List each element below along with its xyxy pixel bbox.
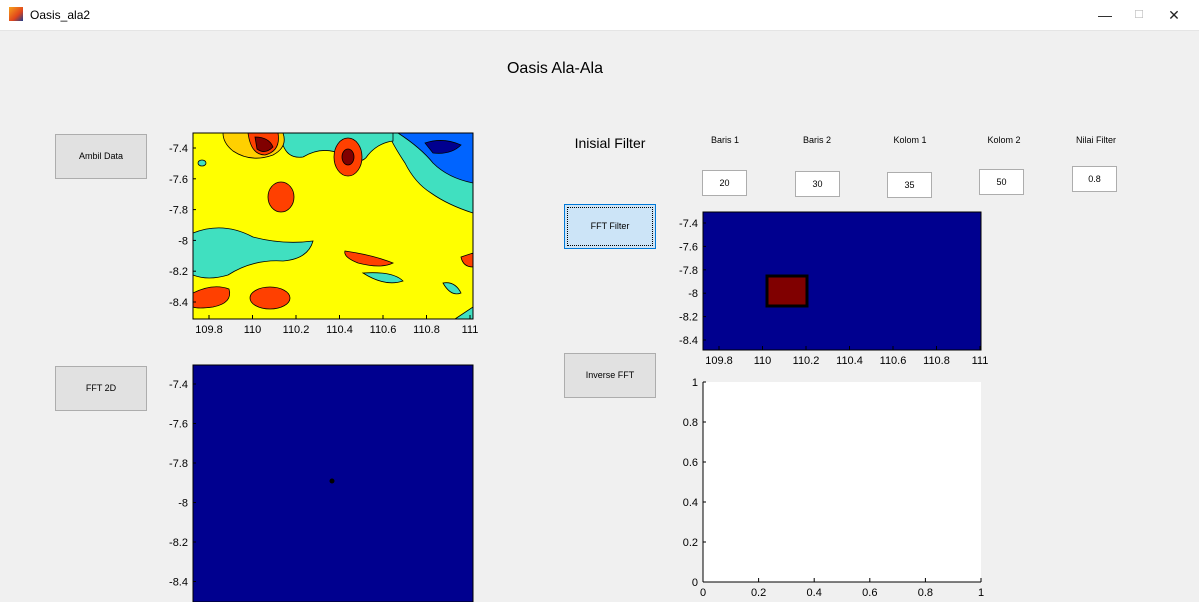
fft-filter-image	[702, 211, 982, 351]
kolom-2-input[interactable]	[979, 169, 1024, 195]
baris-1-input[interactable]	[702, 170, 747, 196]
kolom-1-label: Kolom 1	[893, 135, 927, 145]
fft2d-image	[192, 364, 474, 602]
y-tick-label: -7.6	[169, 174, 188, 186]
contour-region-cyan-band	[192, 227, 314, 279]
x-tick-label: 0.4	[807, 587, 822, 599]
x-tick-label: 110.2	[283, 324, 310, 336]
contour-region-orange-bottom	[249, 286, 291, 310]
maximize-button[interactable]: ☐	[1134, 9, 1144, 21]
y-tick-label: -8.4	[169, 577, 188, 589]
window-titlebar: Oasis_ala2 — ☐ ✕	[0, 0, 1199, 31]
matlab-logo-icon	[9, 7, 23, 21]
contour-region-orange-low	[344, 250, 394, 267]
x-tick-label: 0.6	[862, 587, 877, 599]
x-tick-label: 111	[972, 355, 989, 367]
filter-window-rect	[765, 274, 809, 308]
y-tick-label: -7.4	[169, 379, 188, 391]
x-tick-label: 110	[244, 324, 262, 336]
contour-region-orange-mid	[267, 181, 295, 213]
nilai-filter-label: Nilai Filter	[1075, 135, 1116, 145]
contour-region-cyan-low	[361, 272, 404, 284]
x-tick-label: 110.8	[413, 324, 440, 336]
y-tick-label: 0.6	[683, 457, 698, 469]
x-tick-label: 110.4	[326, 324, 353, 336]
x-tick-label: 110.8	[923, 355, 950, 367]
window-title: Oasis_ala2	[30, 8, 91, 22]
inverse-fft-plot-area	[703, 382, 981, 582]
y-tick-label: -8.4	[169, 297, 188, 309]
fft2d-axes: -7.4 -7.6 -7.8 -8 -8.2 -8.4	[169, 364, 474, 602]
y-tick-label: -7.8	[679, 265, 698, 277]
x-tick-label: 0.2	[751, 587, 766, 599]
contour-region-darkred-top	[254, 136, 274, 152]
kolom-2-label: Kolom 2	[987, 135, 1021, 145]
contour-region-darkred-bubble	[341, 148, 355, 166]
contour-region-cyan-edge	[442, 282, 462, 295]
y-tick-label: 0.2	[683, 537, 698, 549]
ambil-data-button[interactable]: Ambil Data	[55, 134, 147, 179]
x-tick-label: 110.6	[370, 324, 397, 336]
y-tick-label: -8	[178, 498, 188, 510]
x-tick-label: 110.4	[836, 355, 863, 367]
kolom-1-input[interactable]	[887, 172, 932, 198]
x-tick-label: 109.8	[705, 355, 733, 367]
x-tick-label: 110.6	[880, 355, 907, 367]
x-tick-label: 0	[700, 587, 706, 599]
inverse-fft-button[interactable]: Inverse FFT	[564, 353, 656, 398]
y-tick-label: -7.4	[169, 143, 188, 155]
x-tick-label: 111	[462, 324, 479, 336]
y-tick-label: -7.6	[679, 241, 698, 253]
y-tick-label: 0.8	[683, 417, 698, 429]
y-tick-label: -8.4	[679, 335, 698, 347]
y-tick-label: 0	[692, 577, 698, 589]
x-tick-label: 109.8	[195, 324, 223, 336]
close-button[interactable]: ✕	[1168, 7, 1180, 23]
nilai-filter-input[interactable]	[1072, 166, 1117, 192]
baris-2-input[interactable]	[795, 171, 840, 197]
inverse-fft-axes: 1 0.8 0.6 0.4 0.2 0 0 0.2 0.4 0.6 0.8 1	[683, 377, 984, 599]
y-tick-label: 0.4	[683, 497, 698, 509]
contour-region-navy-ne	[424, 140, 462, 154]
fft2d-peak-point	[329, 478, 335, 484]
y-tick-label: -8.2	[679, 312, 698, 324]
contour-axes: -7.4 -7.6 -7.8 -8 -8.2 -8.4 109.8 110 110.2 110.…	[169, 132, 479, 336]
baris-2-label: Baris 2	[802, 135, 831, 145]
contour-region-orange-bl	[192, 286, 231, 309]
x-tick-label: 110.2	[793, 355, 820, 367]
baris-1-label: Baris 1	[710, 135, 739, 145]
y-tick-label: 1	[692, 377, 698, 389]
y-tick-label: -7.8	[169, 458, 188, 470]
x-tick-label: 110	[754, 355, 772, 367]
contour-frame	[192, 132, 474, 320]
fft-filter-button[interactable]: FFT Filter	[564, 204, 656, 249]
y-tick-label: -7.8	[169, 205, 188, 217]
y-tick-label: -8.2	[169, 537, 188, 549]
inisial-filter-heading: Inisial Filter	[574, 135, 646, 151]
fft-filter-axes: -7.4 -7.6 -7.8 -8 -8.2 -8.4 109.8 110 110.2 110.…	[679, 211, 989, 367]
x-tick-label: 0.8	[918, 587, 933, 599]
y-tick-label: -7.6	[169, 419, 188, 431]
contour-region-cyan-dot	[197, 159, 207, 167]
minimize-button[interactable]: —	[1098, 7, 1112, 23]
y-tick-label: -8	[178, 235, 188, 247]
x-tick-label: 1	[978, 587, 984, 599]
y-tick-label: -8	[688, 288, 698, 300]
y-tick-label: -8.2	[169, 266, 188, 278]
app-title: Oasis Ala-Ala	[506, 60, 604, 77]
y-tick-label: -7.4	[679, 218, 698, 230]
fft-2d-button[interactable]: FFT 2D	[55, 366, 147, 411]
